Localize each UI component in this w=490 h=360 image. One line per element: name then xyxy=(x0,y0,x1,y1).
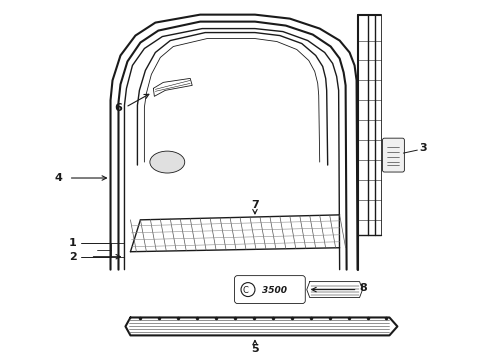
Text: 4: 4 xyxy=(55,173,63,183)
Text: 8: 8 xyxy=(360,283,368,293)
Text: 3: 3 xyxy=(419,143,427,153)
Text: 1: 1 xyxy=(69,238,76,248)
Ellipse shape xyxy=(150,151,185,173)
Text: 7: 7 xyxy=(251,200,259,210)
Text: 3500: 3500 xyxy=(262,286,287,295)
Text: C: C xyxy=(242,286,248,295)
Text: 6: 6 xyxy=(115,103,122,113)
Text: 2: 2 xyxy=(69,252,76,262)
Text: 5: 5 xyxy=(251,345,259,354)
FancyBboxPatch shape xyxy=(383,138,404,172)
